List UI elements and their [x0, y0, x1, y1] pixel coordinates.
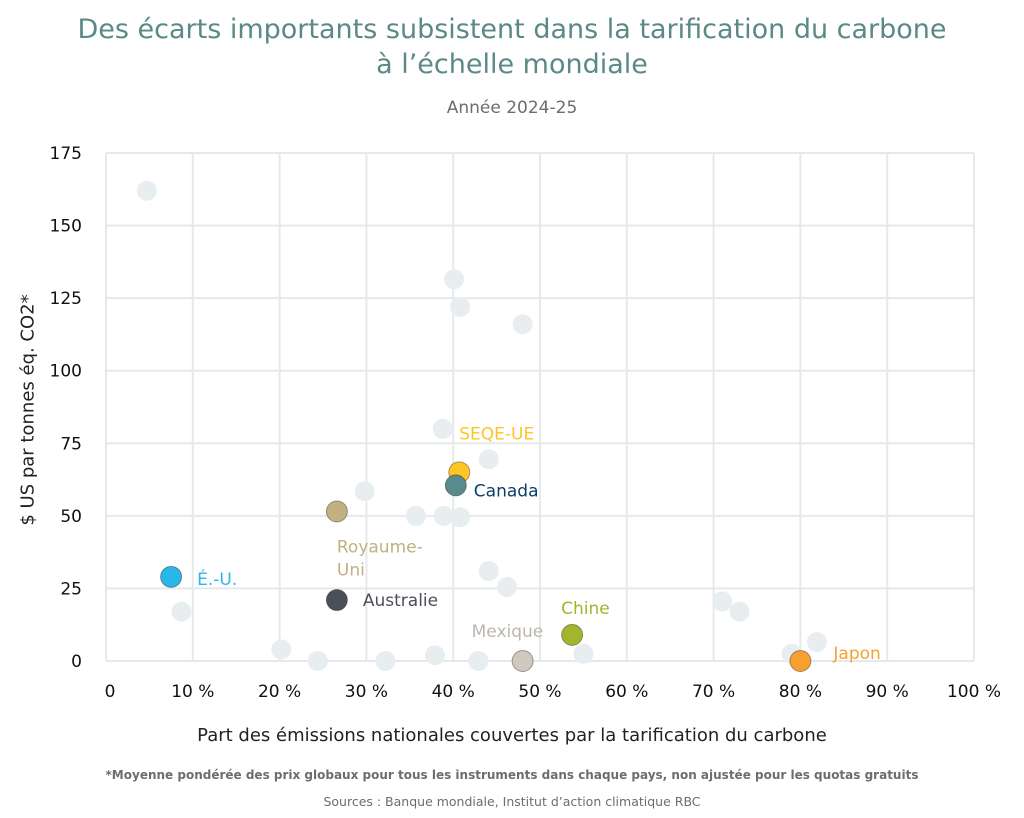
y-tick-label: 125: [50, 289, 82, 309]
x-tick-label: 60 %: [605, 682, 648, 702]
x-tick-label: 0: [105, 682, 116, 702]
y-tick-label: 75: [60, 434, 82, 454]
point-label: Canada: [474, 481, 539, 501]
point-label: Royaume-: [337, 538, 423, 558]
background-point: [497, 576, 518, 597]
y-axis-label: $ US par tonnes éq. CO2*: [17, 294, 39, 526]
y-tick-label: 175: [50, 144, 82, 164]
point-1: [325, 500, 348, 523]
background-point: [171, 601, 192, 622]
x-tick-label: 40 %: [432, 682, 475, 702]
x-tick-label: 100 %: [947, 682, 1001, 702]
chart-title: Des écarts importants subsistent dans la…: [0, 12, 1024, 82]
point-labels: É.-U. Royaume- Uni Australie SEQE-UE Canada Me…: [197, 424, 881, 664]
background-point: [468, 651, 489, 671]
point-label: Japon: [832, 644, 880, 664]
background-point: [405, 505, 426, 526]
y-tick-label: 50: [60, 507, 82, 527]
background-point: [712, 591, 733, 612]
background-point: [424, 645, 445, 666]
chart-title-line1: Des écarts importants subsistent dans la…: [77, 14, 947, 45]
background-point: [444, 269, 465, 290]
grid: [105, 152, 975, 662]
background-point: [354, 481, 375, 502]
point-label: SEQE-UE: [459, 424, 534, 444]
point-2: [325, 589, 348, 612]
background-point: [432, 418, 453, 439]
x-tick-label: 80 %: [779, 682, 822, 702]
point-label: Chine: [561, 599, 610, 619]
x-tick-label: 90 %: [866, 682, 909, 702]
x-tick-label: 10 %: [171, 682, 214, 702]
point-label: É.-U.: [197, 568, 237, 590]
x-tick-label: 30 %: [345, 682, 388, 702]
point-5: [511, 650, 534, 672]
background-point: [136, 180, 157, 201]
y-tick-label: 100: [50, 362, 82, 382]
background-point: [271, 639, 292, 660]
point-0: [160, 565, 183, 588]
background-point: [307, 651, 328, 671]
sources: Sources : Banque mondiale, Institut d’ac…: [323, 794, 701, 809]
x-axis-label: Part des émissions nationales couvertes …: [197, 725, 827, 746]
background-point: [573, 643, 594, 664]
background-point: [806, 632, 827, 653]
footnote: *Moyenne pondérée des prix globaux pour …: [105, 768, 919, 782]
x-tick-label: 50 %: [518, 682, 561, 702]
x-tick-label: 20 %: [258, 682, 301, 702]
chart-title-line2: à l’échelle mondiale: [376, 49, 648, 80]
y-tick-label: 0: [71, 652, 82, 672]
background-points: [136, 180, 827, 671]
y-tick-label: 150: [50, 217, 82, 237]
background-point: [433, 505, 454, 526]
background-point: [729, 601, 750, 622]
x-tick-label: 70 %: [692, 682, 735, 702]
background-point: [512, 314, 533, 335]
point-label: Uni: [337, 561, 365, 581]
highlighted-points: [160, 461, 812, 672]
background-point: [375, 651, 396, 671]
point-7: [789, 650, 812, 672]
chart-subtitle: Année 2024-25: [446, 98, 578, 118]
background-point: [478, 561, 499, 582]
background-point: [450, 296, 471, 317]
background-point: [478, 449, 499, 470]
y-tick-label: 25: [60, 579, 82, 599]
background-point: [450, 507, 471, 528]
tick-labels: 0 10 % 20 % 30 % 40 % 50 % 60 % 70 % 80 % 90 % 100…: [50, 144, 1001, 702]
point-4: [444, 474, 467, 497]
point-label: Australie: [363, 591, 438, 611]
point-6: [561, 623, 584, 646]
point-label: Mexique: [472, 622, 544, 642]
